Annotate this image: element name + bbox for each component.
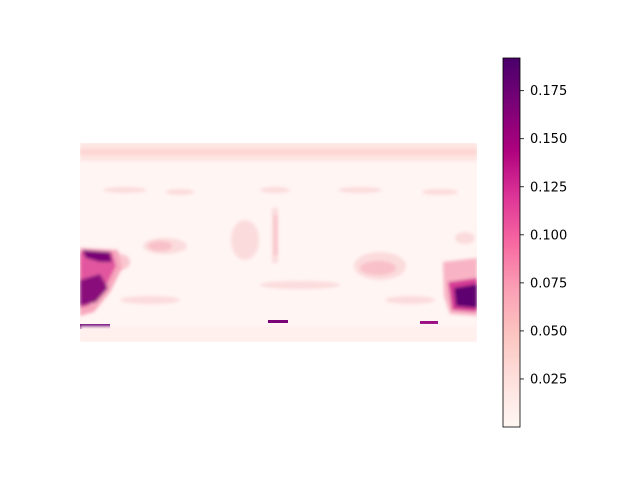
heatmap-background [80,143,477,342]
heatmap-bottom-right-strip [420,321,438,324]
colorbar-tick-label: 0.175 [530,84,567,99]
colorbar-tick-label: 0.075 [530,276,567,291]
colorbar-tick-label: 0.150 [530,132,567,147]
colorbar-tick-label: 0.050 [530,324,567,339]
colorbar-tick-label: 0.125 [530,180,567,195]
heatmap-right-hotspot [443,258,477,316]
colorbar-ticks: 0.025 0.050 0.075 0.100 0.125 0.150 0.175 [520,84,567,387]
colorbar-tick-label: 0.100 [530,228,567,243]
heatmap-image [80,143,477,342]
colorbar-gradient [502,57,521,428]
heatmap-left-hotspot [80,248,122,316]
colorbar: 0.025 0.050 0.075 0.100 0.125 0.150 0.175 [502,57,567,428]
heatmap-bottom-mid-strip [268,320,288,323]
heatmap-bottom-band [80,326,477,342]
heatmap-top-band-inner [80,149,477,155]
colorbar-tick-label: 0.025 [530,372,567,387]
